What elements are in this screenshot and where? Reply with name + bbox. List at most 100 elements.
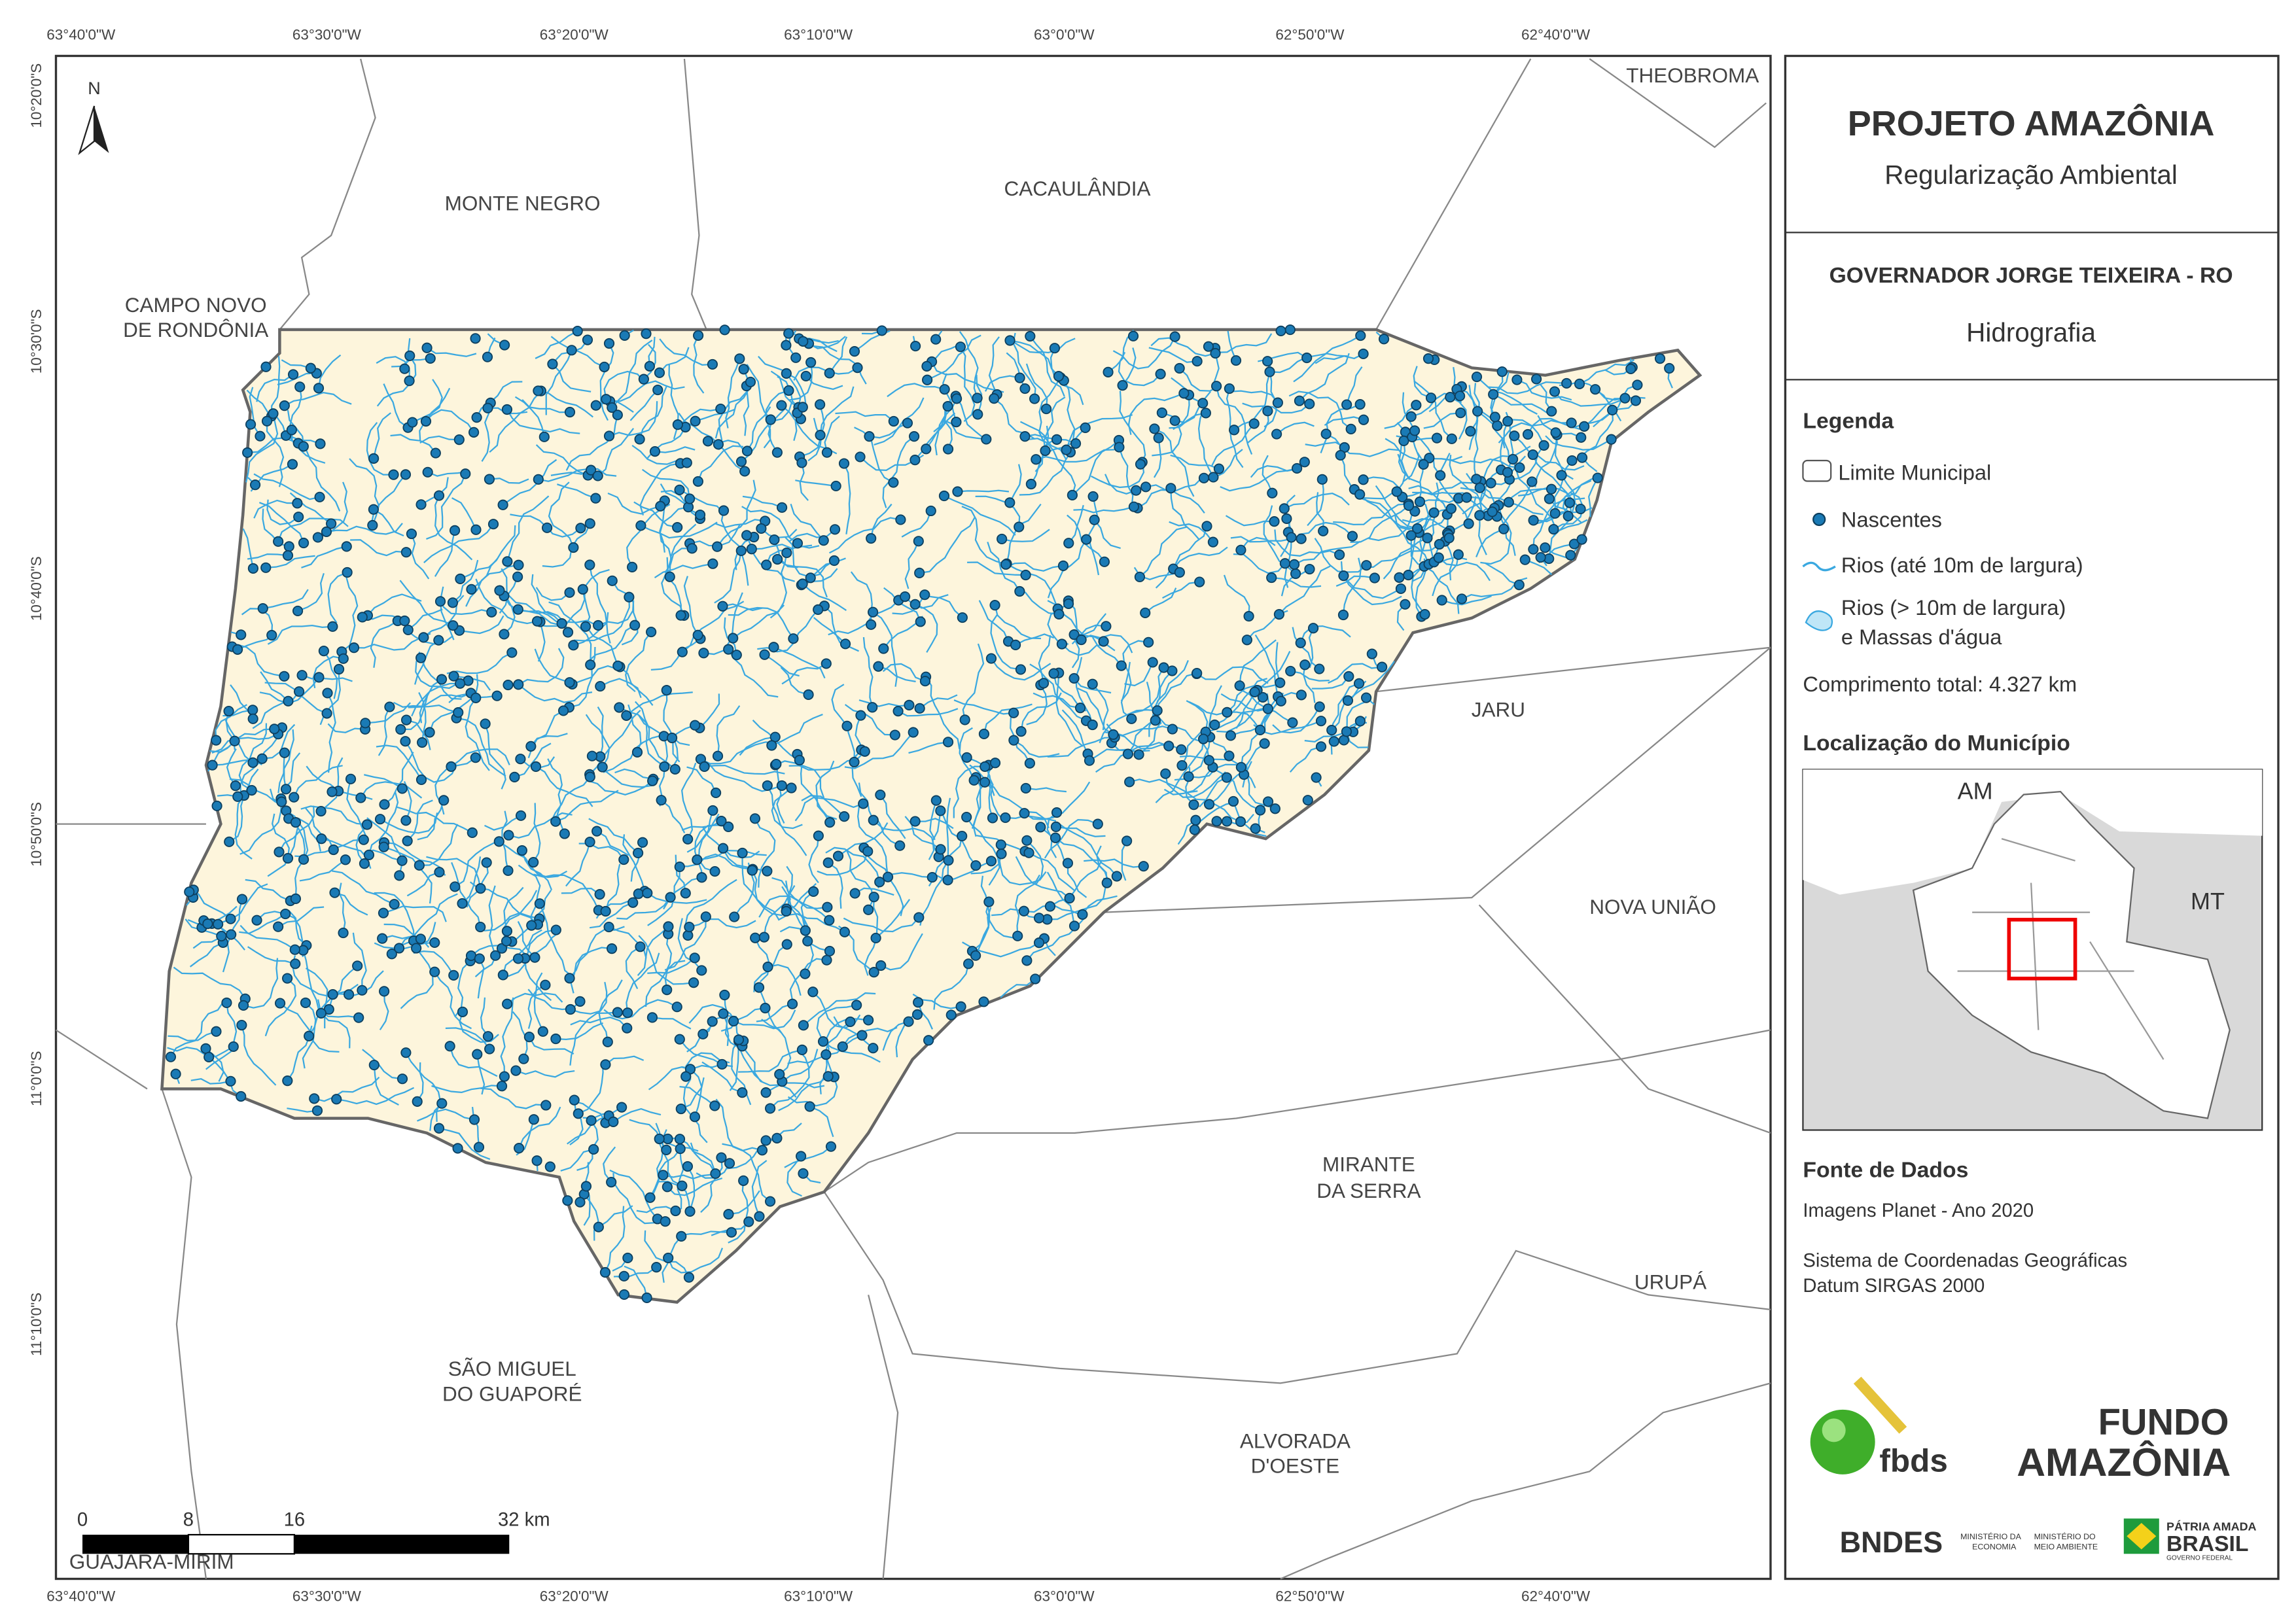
- spring: [1050, 832, 1061, 843]
- river: [1138, 722, 1162, 756]
- spring: [1221, 772, 1232, 783]
- spring: [406, 528, 417, 540]
- river: [417, 1108, 475, 1122]
- spring: [514, 1143, 525, 1154]
- river: [419, 409, 475, 442]
- river: [531, 574, 563, 624]
- spring: [539, 431, 550, 442]
- spring: [1150, 715, 1161, 726]
- river: [524, 958, 552, 1002]
- river: [239, 913, 286, 934]
- spring: [1227, 795, 1239, 807]
- neighbor-label: DA SERRA: [1316, 1179, 1421, 1202]
- spring: [1084, 755, 1095, 766]
- river: [625, 631, 652, 693]
- spring: [1509, 430, 1520, 442]
- river: [1553, 474, 1576, 537]
- river: [1170, 488, 1200, 540]
- spring: [1169, 415, 1180, 427]
- river: [586, 627, 619, 667]
- spring: [822, 857, 834, 868]
- spring: [824, 915, 835, 926]
- river: [454, 838, 503, 888]
- spring: [568, 640, 579, 651]
- spring: [1056, 638, 1068, 650]
- river: [1082, 895, 1118, 915]
- river: [305, 807, 334, 850]
- river: [599, 343, 614, 421]
- river: [769, 1049, 810, 1109]
- fbds-mark: [1810, 1409, 1875, 1475]
- spring: [989, 758, 1001, 769]
- spring: [1222, 707, 1233, 718]
- spring: [1358, 414, 1369, 425]
- spring: [1538, 440, 1549, 451]
- river: [1314, 538, 1368, 573]
- spring: [914, 567, 925, 578]
- spring: [942, 875, 953, 886]
- spring: [460, 468, 471, 480]
- spring: [868, 814, 879, 826]
- river: [929, 800, 937, 841]
- spring: [496, 1081, 508, 1092]
- spring: [378, 841, 389, 852]
- river: [578, 1062, 604, 1115]
- spring: [663, 1252, 674, 1264]
- spring: [1235, 761, 1246, 773]
- spring: [670, 1205, 681, 1217]
- river: [819, 386, 855, 436]
- river: [1402, 392, 1416, 431]
- spring: [868, 892, 879, 903]
- river: [970, 854, 1002, 875]
- river: [258, 502, 305, 544]
- spring: [759, 649, 770, 660]
- spring: [1296, 689, 1307, 701]
- spring: [781, 547, 792, 559]
- spring: [710, 1168, 721, 1179]
- river: [1056, 822, 1118, 877]
- spring: [1435, 470, 1446, 481]
- spring: [1194, 576, 1205, 587]
- spring: [415, 652, 427, 663]
- spring: [518, 1053, 529, 1064]
- spring: [935, 805, 946, 816]
- river: [624, 1265, 648, 1299]
- spring: [718, 843, 729, 854]
- spring: [825, 1141, 837, 1152]
- river: [456, 717, 506, 777]
- spring: [1188, 799, 1199, 811]
- spring: [888, 415, 899, 427]
- scale-label: 32 km: [498, 1510, 550, 1531]
- spring: [911, 1009, 923, 1021]
- inset-label: AM: [1958, 777, 1993, 804]
- spring: [1048, 668, 1059, 679]
- river: [1263, 691, 1302, 733]
- spring: [938, 490, 950, 502]
- river: [365, 702, 411, 724]
- spring: [486, 606, 497, 618]
- spring: [300, 997, 311, 1009]
- river: [664, 548, 692, 574]
- spring: [1126, 713, 1137, 724]
- spring: [985, 856, 997, 867]
- river: [518, 684, 593, 703]
- spring: [622, 1022, 633, 1034]
- river: [764, 654, 800, 677]
- spring: [580, 1181, 592, 1192]
- spring: [475, 883, 486, 894]
- river: [741, 506, 798, 544]
- spring: [292, 605, 304, 617]
- river: [1118, 351, 1161, 387]
- spring: [1528, 515, 1539, 526]
- spring: [1411, 400, 1422, 411]
- spring: [501, 926, 513, 937]
- river: [434, 971, 472, 1030]
- spring: [635, 520, 646, 531]
- spring: [786, 998, 798, 1009]
- spring: [1378, 334, 1390, 345]
- spring: [340, 854, 351, 865]
- river: [1324, 416, 1364, 427]
- spring: [327, 786, 338, 797]
- spring: [1502, 466, 1513, 478]
- spring: [1040, 403, 1052, 415]
